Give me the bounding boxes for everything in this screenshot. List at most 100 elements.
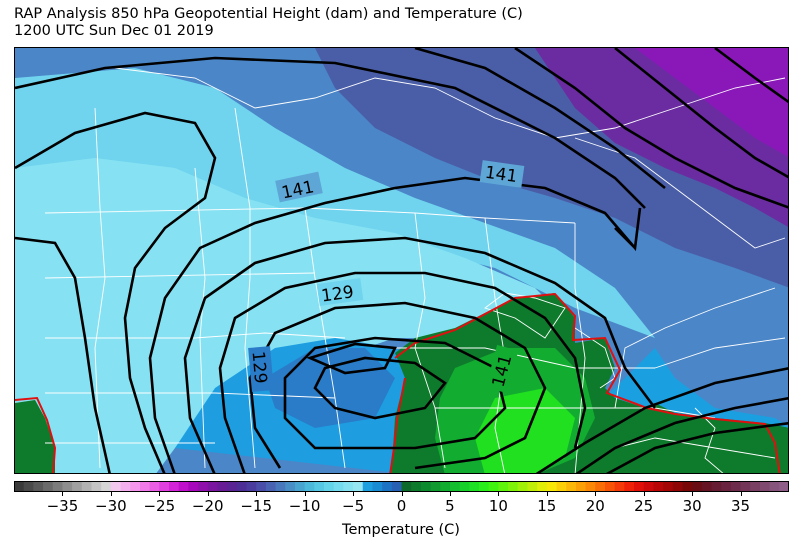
colorbar-swatch — [721, 481, 732, 492]
colorbar-tickmark — [498, 492, 500, 496]
colorbar-tick-label: −10 — [288, 497, 321, 515]
colorbar-tick-label: −5 — [342, 497, 365, 515]
temperature-fill — [15, 48, 788, 473]
colorbar-tick-label: 5 — [445, 497, 455, 515]
colorbar-swatch — [537, 481, 548, 492]
contour-label: 129 — [247, 350, 270, 384]
colorbar-swatch — [692, 481, 703, 492]
colorbar-tickmark — [595, 492, 597, 496]
colorbar-swatch — [527, 481, 538, 492]
colorbar-swatch — [314, 481, 325, 492]
colorbar-swatch — [653, 481, 664, 492]
colorbar-swatch — [411, 481, 422, 492]
colorbar-swatch — [52, 481, 63, 492]
colorbar-tickmark — [62, 492, 64, 496]
colorbar-swatch — [759, 481, 771, 492]
colorbar-swatch — [730, 481, 742, 492]
colorbar-swatch — [517, 481, 528, 492]
colorbar-swatch — [178, 481, 189, 492]
colorbar-swatch — [663, 481, 674, 492]
colorbar-tick-label: 0 — [396, 497, 407, 515]
contour-label: 129 — [320, 282, 355, 306]
colorbar — [14, 481, 789, 492]
colorbar-swatch — [479, 481, 490, 492]
colorbar-swatch — [682, 481, 693, 492]
mild-cold-band — [15, 68, 655, 368]
colorbar-swatch — [275, 481, 286, 492]
colorbar-tick-label: −20 — [191, 497, 224, 515]
colorbar-swatch — [566, 481, 577, 492]
colorbar-swatch — [498, 481, 509, 492]
freezing-line-southwest — [15, 396, 57, 473]
colorbar-swatch — [362, 481, 373, 492]
colorbar-label: Temperature (C) — [342, 522, 460, 538]
colorbar-swatch — [469, 481, 480, 492]
colorbar-swatch — [23, 481, 34, 492]
colorbar-tick-label: −25 — [143, 497, 176, 515]
light-blue-band — [15, 158, 575, 473]
colorbar-swatch — [198, 481, 209, 492]
colorbar-swatch — [43, 481, 54, 492]
colorbar-swatch — [227, 481, 238, 492]
colorbar-tick-label: −30 — [95, 497, 127, 515]
colorbar-tickmark — [449, 492, 451, 496]
colorbar-swatch — [120, 481, 131, 492]
colorbar-tickmark — [643, 492, 645, 496]
southwest-warm-region — [15, 400, 55, 473]
colorbar-swatch — [508, 481, 519, 492]
colorbar-swatch — [333, 481, 344, 492]
colorbar-swatch — [711, 481, 722, 492]
colorbar-swatch — [420, 481, 432, 492]
colorbar-swatch — [430, 481, 441, 492]
colorbar-tickmark — [110, 492, 112, 496]
colorbar-tick-label: 10 — [488, 497, 508, 515]
colorbar-swatch — [149, 481, 160, 492]
colorbar-swatch — [382, 481, 393, 492]
colorbar-swatch — [440, 481, 451, 492]
colorbar-swatch — [14, 481, 25, 492]
colorbar-swatch — [294, 481, 306, 492]
colorbar-swatch — [614, 481, 625, 492]
colorbar-swatch — [401, 481, 412, 492]
colorbar-swatch — [779, 481, 789, 492]
colorbar-swatch — [634, 481, 645, 492]
colorbar-tickmark — [546, 492, 548, 496]
colorbar-swatch — [246, 481, 257, 492]
colorbar-swatch — [575, 481, 587, 492]
colorbar-swatch — [585, 481, 596, 492]
colorbar-swatch — [343, 481, 354, 492]
colorbar-tick-label: 25 — [634, 497, 654, 515]
temperature-height-map: 141 141 129 129 141 — [14, 47, 789, 474]
colorbar-tickmark — [256, 492, 258, 496]
colorbar-swatch — [672, 481, 683, 492]
height-contours — [15, 48, 788, 473]
colorbar-tick-label: 35 — [731, 497, 751, 515]
colorbar-swatch — [130, 481, 141, 492]
colorbar-tick-label: 30 — [682, 497, 702, 515]
colorbar-swatch — [72, 481, 83, 492]
colorbar-swatch — [488, 481, 499, 492]
colorbar-swatch — [769, 481, 780, 492]
colorbar-swatch — [459, 481, 470, 492]
colorbar-tickmark — [692, 492, 694, 496]
colorbar-swatch — [91, 481, 102, 492]
colorbar-swatch — [353, 481, 364, 492]
colorbar-border — [14, 481, 789, 492]
chart-title: RAP Analysis 850 hPa Geopotential Height… — [14, 6, 523, 22]
colorbar-tick-label: −15 — [240, 497, 273, 515]
colorbar-swatch — [624, 481, 635, 492]
colorbar-swatch — [169, 481, 180, 492]
colorbar-swatch — [236, 481, 247, 492]
colorbar-swatch — [740, 481, 751, 492]
colorbar-swatch — [595, 481, 606, 492]
colorbar-swatch — [256, 481, 267, 492]
colorbar-swatch — [159, 481, 170, 492]
colorbar-tick-label: 15 — [537, 497, 557, 515]
colorbar-swatch — [324, 481, 335, 492]
colorbar-swatch — [372, 481, 383, 492]
chart-subtitle-time: 1200 UTC Sun Dec 01 2019 — [14, 23, 214, 39]
colorbar-tickmark — [401, 492, 403, 496]
colorbar-tickmark — [740, 492, 742, 496]
colorbar-swatch — [101, 481, 112, 492]
colorbar-tickmark — [304, 492, 306, 496]
